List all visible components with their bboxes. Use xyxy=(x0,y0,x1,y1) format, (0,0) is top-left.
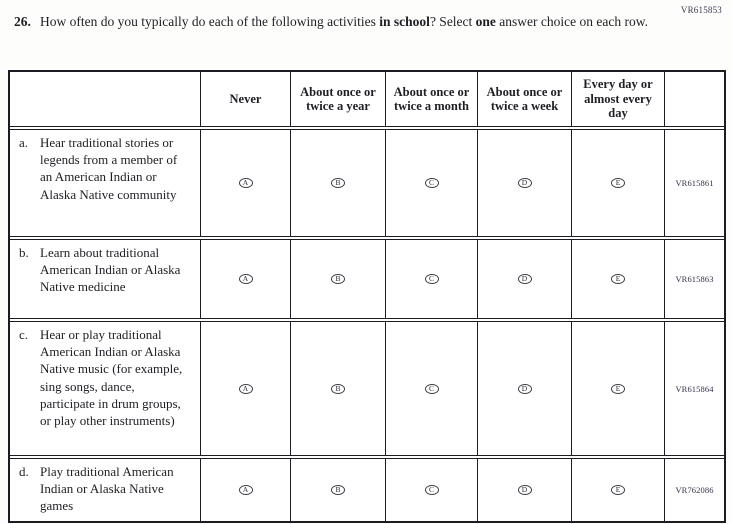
row-a-option-bubble-c[interactable]: C xyxy=(424,178,439,188)
row-d-option-bubble-c[interactable]: C xyxy=(424,484,439,495)
row-d-option-cell-month: C xyxy=(385,459,477,521)
row-b-option-cell-week: D xyxy=(477,240,571,318)
row-c-option-bubble-b[interactable]: B xyxy=(331,383,345,394)
header-cell-once-twice-week: About once or twice a week xyxy=(477,72,571,126)
row-b-letter: b. xyxy=(19,245,29,260)
question-seg3: ? Select xyxy=(429,14,476,29)
row-c-option-bubble-a[interactable]: A xyxy=(238,383,253,394)
row-b-option-cell-year: B xyxy=(290,240,385,318)
row-b-option-bubble-e[interactable]: E xyxy=(611,274,625,284)
row-a-vr-code: VR615861 xyxy=(664,130,724,236)
table-row-c: c. Hear or play traditional American Ind… xyxy=(10,318,724,455)
header-cell-never: Never xyxy=(200,72,290,126)
row-d-label-cell: d. Play traditional American Indian or A… xyxy=(10,459,200,521)
row-d-option-bubble-b[interactable]: B xyxy=(331,484,345,495)
row-c-option-bubble-d[interactable]: D xyxy=(517,383,532,394)
question-number: 26. xyxy=(14,14,31,29)
row-d-option-cell-everyday: E xyxy=(571,459,664,521)
row-d-option-bubble-a[interactable]: A xyxy=(238,484,253,495)
row-c-option-cell-month: C xyxy=(385,322,477,455)
row-c-letter: c. xyxy=(19,327,29,342)
frequency-table: Never About once or twice a year About o… xyxy=(8,70,726,523)
row-b-label-cell: b. Learn about traditional American Indi… xyxy=(10,240,200,318)
row-a-letter: a. xyxy=(19,135,29,150)
row-a-option-bubble-e[interactable]: E xyxy=(611,178,625,188)
row-d-option-cell-week: D xyxy=(477,459,571,521)
row-b-option-cell-month: C xyxy=(385,240,477,318)
question-seg1: How often do you typically do each of th… xyxy=(40,14,380,29)
table-row-d: d. Play traditional American Indian or A… xyxy=(10,455,724,521)
row-a-option-bubble-b[interactable]: B xyxy=(331,178,345,188)
row-a-label: Hear traditional stories or legends from… xyxy=(40,135,178,202)
header-cell-once-twice-month: About once or twice a month xyxy=(385,72,477,126)
row-c-label: Hear or play traditional American Indian… xyxy=(40,327,183,429)
row-a-option-cell-year: B xyxy=(290,130,385,236)
row-a-option-bubble-d[interactable]: D xyxy=(517,178,532,188)
row-c-option-cell-everyday: E xyxy=(571,322,664,455)
table-row-a: a. Hear traditional stories or legends f… xyxy=(10,126,724,236)
table-row-b: b. Learn about traditional American Indi… xyxy=(10,236,724,318)
row-a-label-cell: a. Hear traditional stories or legends f… xyxy=(10,130,200,236)
header-cell-blank xyxy=(10,72,200,126)
row-c-option-bubble-e[interactable]: E xyxy=(611,383,625,394)
row-d-label: Play traditional American Indian or Alas… xyxy=(40,464,174,514)
question-text: How often do you typically do each of th… xyxy=(40,13,662,31)
row-d-option-cell-year: B xyxy=(290,459,385,521)
row-c-option-cell-never: A xyxy=(200,322,290,455)
header-cell-every-day: Every day or almost every day xyxy=(571,72,664,126)
header-cell-once-twice-year: About once or twice a year xyxy=(290,72,385,126)
row-a-option-cell-never: A xyxy=(200,130,290,236)
row-d-vr-code: VR762086 xyxy=(664,459,724,521)
row-a-option-bubble-a[interactable]: A xyxy=(238,178,253,188)
question-seg5: answer choice on each row. xyxy=(495,14,648,29)
row-b-option-bubble-b[interactable]: B xyxy=(331,274,345,284)
row-b-option-cell-everyday: E xyxy=(571,240,664,318)
header-row: Never About once or twice a year About o… xyxy=(10,72,724,126)
row-c-option-cell-year: B xyxy=(290,322,385,455)
question-seg2-bold: in school xyxy=(379,14,430,29)
row-c-vr-code: VR615864 xyxy=(664,322,724,455)
row-c-label-cell: c. Hear or play traditional American Ind… xyxy=(10,322,200,455)
row-b-vr-code: VR615863 xyxy=(664,240,724,318)
row-a-option-cell-month: C xyxy=(385,130,477,236)
question-seg4-bold: one xyxy=(475,14,496,29)
row-c-option-bubble-c[interactable]: C xyxy=(424,383,439,394)
row-c-option-cell-week: D xyxy=(477,322,571,455)
header-cell-code-blank xyxy=(664,72,724,126)
row-a-option-cell-everyday: E xyxy=(571,130,664,236)
row-b-label: Learn about traditional American Indian … xyxy=(40,245,181,295)
row-b-option-bubble-d[interactable]: D xyxy=(517,274,532,284)
row-d-option-bubble-d[interactable]: D xyxy=(517,484,532,495)
row-d-option-cell-never: A xyxy=(200,459,290,521)
row-b-option-bubble-c[interactable]: C xyxy=(424,274,439,284)
row-d-letter: d. xyxy=(19,464,29,479)
row-d-option-bubble-e[interactable]: E xyxy=(611,484,625,495)
page-code: VR615853 xyxy=(680,5,722,15)
row-a-option-cell-week: D xyxy=(477,130,571,236)
question: 26. How often do you typically do each o… xyxy=(14,13,662,31)
row-b-option-bubble-a[interactable]: A xyxy=(238,274,253,284)
row-b-option-cell-never: A xyxy=(200,240,290,318)
